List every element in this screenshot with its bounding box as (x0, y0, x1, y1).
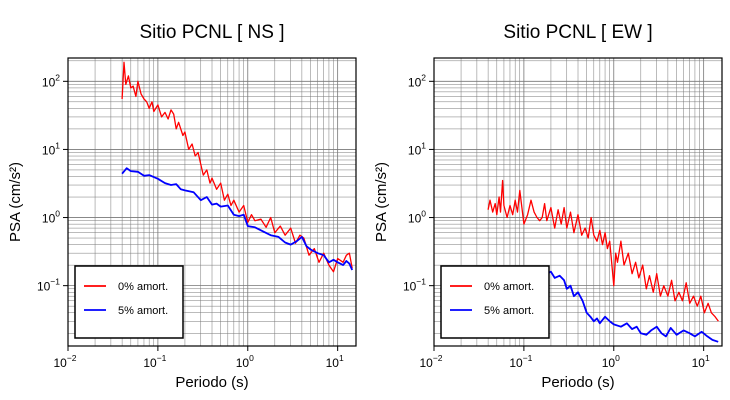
plot-frame (67, 57, 357, 347)
x-tick-label: 10−2 (419, 353, 442, 370)
series-line-0 (487, 179, 719, 322)
y-tick-label: 10−1 (37, 277, 60, 294)
chart-panel-ns: Sitio PCNL [ NS ] 10−2 10−1 100 101 10−1 100… (7, 22, 357, 391)
x-tick-label: 10−1 (509, 353, 532, 370)
plot-frame (433, 57, 723, 347)
y-tick-label: 100 (42, 209, 60, 226)
x-tick-labels: 10−2 10−1 100 101 (419, 346, 710, 370)
legend-box (74, 265, 184, 339)
series-line-1 (121, 167, 354, 271)
y-tick-label: 101 (408, 140, 426, 157)
x-tick-label: 100 (602, 353, 620, 370)
y-tick-label: 10−1 (403, 277, 426, 294)
y-tick-labels: 10−1 100 101 102 (403, 72, 434, 294)
y-tick-labels: 10−1 100 101 102 (37, 72, 68, 294)
legend: 0% amort. 5% amort. (74, 265, 184, 339)
legend: 0% amort. 5% amort. (440, 265, 550, 339)
chart-panel-ew: Sitio PCNL [ EW ] 10−2 10−1 100 101 10−1 100… (373, 22, 723, 391)
legend-label: 0% amort. (484, 281, 534, 293)
y-tick-label: 101 (42, 140, 60, 157)
legend-label: 5% amort. (484, 305, 534, 317)
gridlines (433, 58, 722, 346)
x-axis-label: Periodo (s) (541, 374, 614, 391)
y-tick-label: 102 (42, 72, 60, 89)
legend-label: 5% amort. (118, 305, 168, 317)
legend-label: 0% amort. (118, 281, 168, 293)
y-axis-label: PSA (cm/s²) (373, 162, 390, 242)
legend-box (440, 265, 550, 339)
chart-title: Sitio PCNL [ EW ] (503, 22, 652, 43)
x-tick-label: 10−2 (53, 353, 76, 370)
x-tick-labels: 10−2 10−1 100 101 (53, 346, 344, 370)
x-tick-label: 101 (326, 353, 344, 370)
x-tick-label: 10−1 (143, 353, 166, 370)
chart-title: Sitio PCNL [ NS ] (139, 22, 284, 43)
x-tick-label: 101 (692, 353, 710, 370)
y-tick-label: 100 (408, 209, 426, 226)
y-axis-label: PSA (cm/s²) (7, 162, 24, 242)
x-tick-label: 100 (236, 353, 254, 370)
y-tick-label: 102 (408, 72, 426, 89)
series-layer (121, 61, 354, 273)
x-axis-label: Periodo (s) (175, 374, 248, 391)
